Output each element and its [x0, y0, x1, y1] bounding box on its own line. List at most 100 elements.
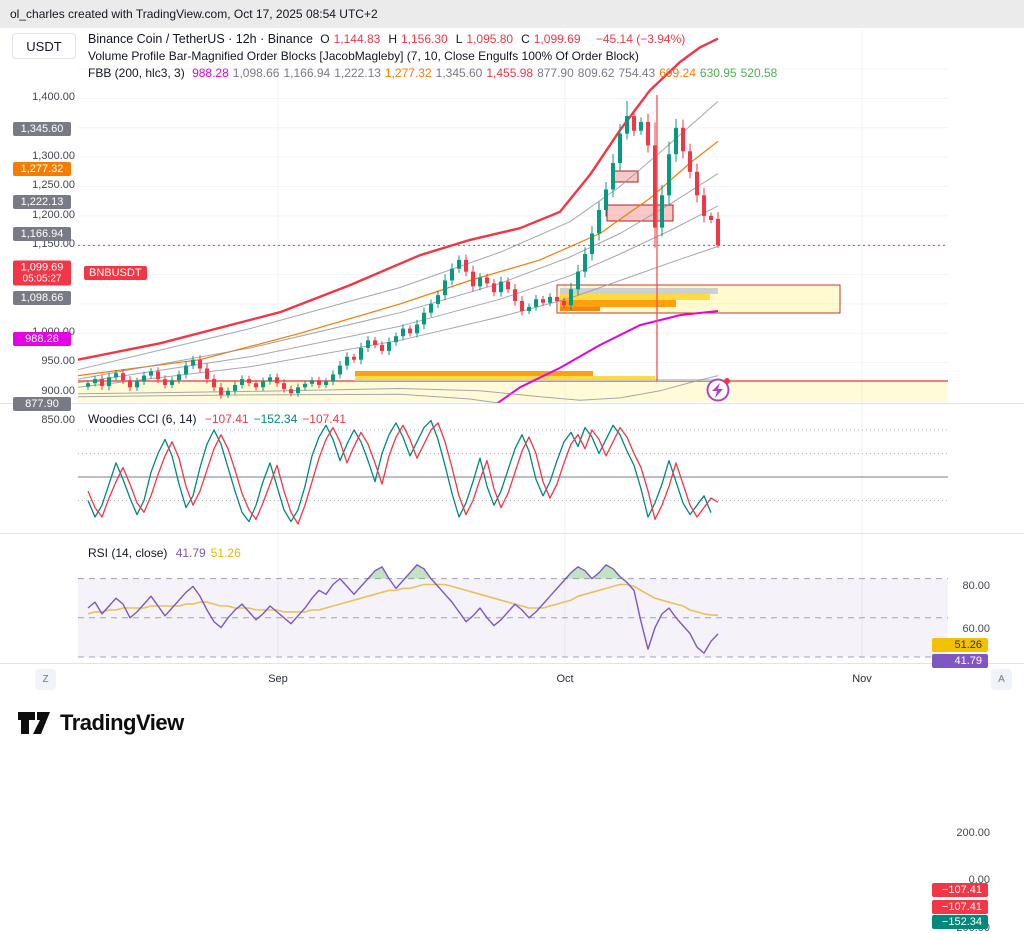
cci-value-axis[interactable]: 200.00 0.00 −200.00 −107.41 −107.41 −152.34	[0, 779, 1024, 934]
rsi-chart-canvas[interactable]	[0, 534, 1024, 664]
attribution-bar: ol_charles created with TradingView.com,…	[0, 0, 1024, 28]
price-axis-badge: 1,098.66	[13, 291, 71, 305]
candle	[660, 195, 664, 228]
candle	[450, 268, 454, 281]
symbol-badge: BNBUSDT	[84, 266, 147, 281]
candle	[345, 356, 349, 366]
candle	[373, 340, 377, 346]
indicator-value: 41.79	[175, 546, 206, 560]
candle	[275, 377, 279, 384]
time-axis[interactable]: Z Sep Oct Nov A	[0, 663, 1024, 695]
candle	[674, 127, 678, 155]
candle	[128, 380, 132, 388]
cci-panel[interactable]: Woodies CCI (6, 14) −107.41 −152.34 −107.4…	[0, 403, 1024, 934]
rsi-panel[interactable]: RSI (14, close) 41.79 51.26	[0, 533, 1024, 664]
candle	[240, 379, 244, 385]
candle	[163, 379, 167, 385]
candle	[212, 379, 216, 388]
fbb-value: 1,345.60	[435, 66, 483, 80]
cci-header-row[interactable]: Woodies CCI (6, 14) −107.41 −152.34 −107.4…	[88, 412, 356, 426]
candle	[310, 380, 314, 384]
bar-countdown: 05:05:27	[22, 273, 62, 285]
legend-volume-profile-row[interactable]: Volume Profile Bar-Magnified Order Block…	[88, 48, 785, 65]
month-label: Sep	[268, 673, 288, 685]
rsi-header-values: 41.79 51.26	[176, 546, 246, 560]
candle	[359, 347, 363, 360]
candle	[86, 383, 90, 387]
fbb-value: 877.90	[537, 66, 574, 80]
fbb-value: 630.95	[699, 66, 737, 80]
time-axis-right-button[interactable]: A	[991, 669, 1012, 690]
legend-fbb-row[interactable]: FBB (200, hlc3, 3) 988.28 1,098.66 1,166.9…	[88, 65, 785, 82]
main-price-panel[interactable]: USDT Binance Coin / TetherUS · 12h · Bin…	[0, 28, 1024, 426]
fbb-value: 988.28	[192, 66, 229, 80]
attribution-text: ol_charles created with TradingView.com,…	[10, 7, 378, 21]
currency-chip-label: USDT	[26, 38, 62, 54]
candle	[527, 306, 531, 311]
candle	[170, 380, 174, 385]
tradingview-logo-icon[interactable]	[16, 708, 52, 738]
fbb-values: 988.28 1,098.66 1,166.94 1,222.13 1,277.32 1,…	[192, 66, 781, 80]
fbb-value: 754.43	[618, 66, 656, 80]
candle	[555, 296, 559, 301]
candle	[254, 383, 258, 388]
fbb-value: 809.62	[577, 66, 615, 80]
rsi-header-row[interactable]: RSI (14, close) 41.79 51.26	[88, 546, 251, 560]
ohlc-value: H 1,156.30	[388, 32, 448, 46]
cci-axis-badge: −152.34	[932, 915, 988, 929]
candle	[520, 300, 524, 311]
fbb-value: 1,222.13	[334, 66, 381, 80]
candle	[338, 365, 342, 375]
fbb-value: 1,098.66	[232, 66, 280, 80]
candle	[226, 390, 230, 395]
cci-chart-canvas[interactable]	[0, 404, 1024, 534]
time-axis-left-button[interactable]: Z	[35, 669, 56, 690]
indicator-value: −107.41	[302, 412, 346, 426]
price-axis-badge: 988.28	[13, 331, 71, 346]
month-label: Oct	[556, 673, 574, 685]
current-price-value: 1,099.69	[20, 261, 64, 274]
cci-axis-badge: −107.41	[932, 883, 988, 897]
candle	[695, 171, 699, 196]
indicator-value: −107.41	[204, 412, 249, 426]
candle	[506, 281, 510, 290]
ohlc-value: O 1,144.83	[320, 32, 381, 46]
candle	[142, 375, 146, 382]
candle	[198, 359, 202, 369]
legend-symbol-row[interactable]: Binance Coin / TetherUS · 12h · Binance …	[88, 31, 785, 48]
currency-chip[interactable]: USDT	[12, 33, 76, 59]
candle	[443, 280, 447, 296]
candle	[702, 195, 706, 216]
candle	[646, 121, 650, 146]
candle	[569, 289, 573, 306]
candle	[681, 127, 685, 152]
candle	[233, 384, 237, 391]
price-axis-label: 1,200.00	[32, 208, 75, 221]
brand-name[interactable]: TradingView	[60, 710, 184, 735]
candle	[492, 283, 496, 293]
candle	[464, 259, 468, 272]
candle	[114, 373, 118, 378]
flash-icon[interactable]	[706, 378, 731, 402]
candle	[625, 116, 629, 134]
candle	[478, 277, 482, 287]
price-axis-label: 1,250.00	[32, 179, 75, 192]
ohlc-values: O 1,144.83 H 1,156.30 L 1,095.80 C 1,099.69	[320, 32, 588, 46]
candle	[261, 381, 265, 388]
candle	[191, 359, 195, 366]
main-chart-canvas[interactable]	[0, 28, 1024, 403]
time-axis-left-button-label: Z	[42, 674, 49, 685]
candle	[247, 379, 251, 384]
candle	[394, 336, 398, 343]
candle	[205, 368, 209, 380]
candle	[156, 371, 160, 380]
candle	[107, 377, 111, 387]
candle	[618, 133, 622, 164]
candle	[408, 328, 412, 334]
candle	[541, 299, 545, 303]
candle	[457, 259, 461, 269]
candle	[93, 379, 97, 384]
ohlc-value: C 1,099.69	[521, 32, 581, 46]
symbol-title: Binance Coin / TetherUS · 12h · Binance	[88, 32, 313, 46]
candle	[177, 374, 181, 381]
